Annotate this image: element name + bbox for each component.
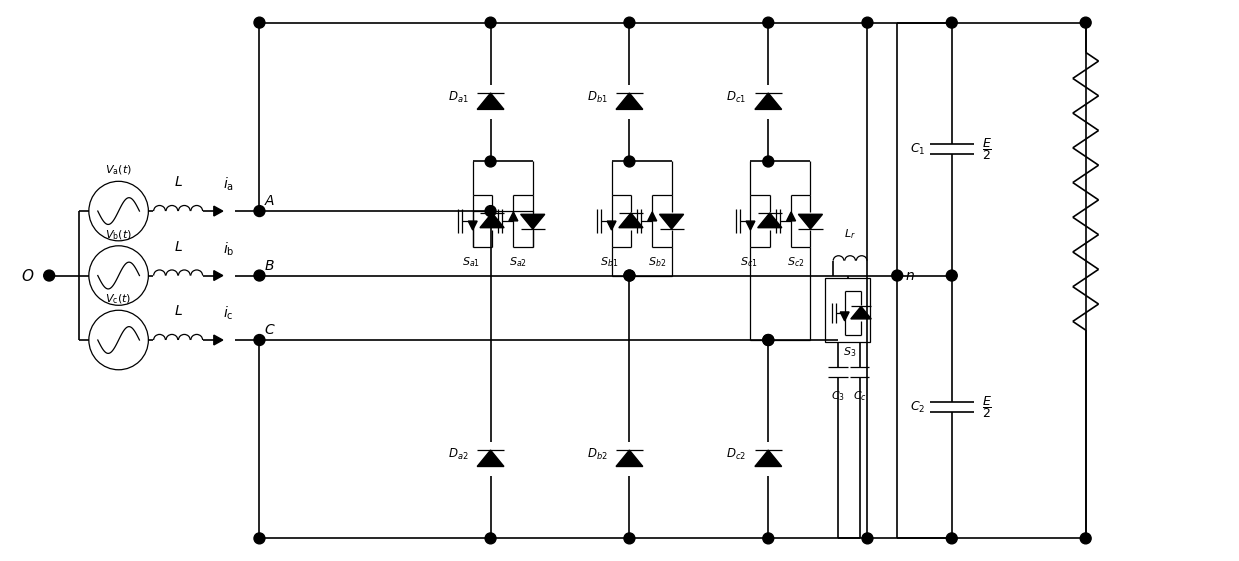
Text: $D_{c1}$: $D_{c1}$ — [726, 89, 746, 104]
Polygon shape — [618, 213, 643, 228]
Circle shape — [254, 206, 265, 217]
Text: $D_{b1}$: $D_{b1}$ — [587, 89, 607, 104]
Circle shape — [763, 334, 773, 346]
Polygon shape — [520, 214, 545, 229]
Circle shape — [947, 533, 958, 544]
Text: $S_{c1}$: $S_{c1}$ — [740, 255, 757, 269]
Polygon shape — [758, 213, 782, 228]
Circle shape — [947, 270, 958, 281]
Circle shape — [892, 270, 903, 281]
Text: $i_{\mathrm{a}}$: $i_{\mathrm{a}}$ — [223, 176, 234, 193]
Polygon shape — [798, 214, 823, 229]
Text: $S_{a2}$: $S_{a2}$ — [509, 255, 528, 269]
Text: $O$: $O$ — [21, 268, 35, 283]
Text: $L$: $L$ — [173, 175, 182, 189]
Text: $V_{\mathrm{b}}(t)$: $V_{\mathrm{b}}(t)$ — [105, 228, 133, 242]
Text: $L_r$: $L_r$ — [844, 227, 856, 241]
Text: $D_{b2}$: $D_{b2}$ — [587, 447, 607, 462]
Text: $D_{c2}$: $D_{c2}$ — [726, 447, 746, 462]
Polygon shape — [477, 93, 504, 109]
Text: $C_3$: $C_3$ — [830, 389, 845, 403]
Circle shape — [1080, 17, 1092, 28]
Text: $C$: $C$ — [264, 323, 276, 337]
Text: $B$: $B$ — [264, 259, 275, 273]
Circle shape — [862, 17, 873, 28]
Polygon shape — [214, 206, 223, 216]
Circle shape — [486, 206, 496, 217]
Text: $L$: $L$ — [173, 240, 182, 254]
Circle shape — [43, 270, 55, 281]
Polygon shape — [616, 93, 643, 109]
Circle shape — [947, 17, 958, 28]
Text: $S_{b2}$: $S_{b2}$ — [648, 255, 667, 269]
Text: $V_{\mathrm{c}}(t)$: $V_{\mathrm{c}}(t)$ — [105, 293, 131, 306]
Circle shape — [1080, 533, 1092, 544]
Circle shape — [624, 533, 634, 544]
Circle shape — [763, 17, 773, 28]
Circle shape — [763, 334, 773, 346]
Polygon shape — [468, 221, 477, 230]
Polygon shape — [851, 306, 871, 319]
Circle shape — [763, 156, 773, 167]
Text: $S_{a1}$: $S_{a1}$ — [462, 255, 479, 269]
Circle shape — [624, 17, 634, 28]
Circle shape — [254, 270, 265, 281]
Text: $i_{\mathrm{c}}$: $i_{\mathrm{c}}$ — [223, 305, 234, 322]
Text: $\dfrac{E}{2}$: $\dfrac{E}{2}$ — [981, 394, 991, 420]
Text: $n$: $n$ — [906, 269, 916, 283]
Circle shape — [862, 533, 873, 544]
Text: $S_3$: $S_3$ — [843, 346, 856, 359]
Circle shape — [486, 17, 496, 28]
Circle shape — [763, 533, 773, 544]
Circle shape — [624, 156, 634, 167]
Circle shape — [254, 533, 265, 544]
Polygon shape — [479, 213, 504, 228]
Polygon shape — [787, 212, 795, 221]
Text: $S_{c2}$: $S_{c2}$ — [787, 255, 805, 269]
Text: $S_{b1}$: $S_{b1}$ — [601, 255, 618, 269]
Text: $L$: $L$ — [173, 304, 182, 318]
Circle shape — [254, 17, 265, 28]
Text: $C_c$: $C_c$ — [852, 389, 866, 403]
Circle shape — [624, 270, 634, 281]
Text: $A$: $A$ — [264, 194, 276, 208]
Text: $C_1$: $C_1$ — [909, 141, 926, 157]
Text: $V_{\mathrm{a}}(t)$: $V_{\mathrm{a}}(t)$ — [105, 164, 133, 177]
Polygon shape — [616, 450, 643, 467]
Text: $\dfrac{E}{2}$: $\dfrac{E}{2}$ — [981, 136, 991, 162]
Polygon shape — [840, 312, 849, 321]
Circle shape — [486, 156, 496, 167]
Circle shape — [486, 533, 496, 544]
Polygon shape — [509, 212, 518, 221]
Circle shape — [624, 270, 634, 281]
Polygon shape — [659, 214, 684, 229]
Bar — [825, 278, 870, 343]
Polygon shape — [755, 93, 782, 109]
Polygon shape — [746, 221, 755, 230]
Polygon shape — [607, 221, 616, 230]
Polygon shape — [214, 270, 223, 280]
Text: $D_{a1}$: $D_{a1}$ — [449, 89, 468, 104]
Polygon shape — [648, 212, 657, 221]
Circle shape — [254, 334, 265, 346]
Polygon shape — [755, 450, 782, 467]
Polygon shape — [477, 450, 504, 467]
Polygon shape — [214, 335, 223, 345]
Text: $i_{\mathrm{b}}$: $i_{\mathrm{b}}$ — [223, 240, 234, 257]
Text: $D_{a2}$: $D_{a2}$ — [449, 447, 468, 462]
Text: $C_2$: $C_2$ — [909, 399, 926, 415]
